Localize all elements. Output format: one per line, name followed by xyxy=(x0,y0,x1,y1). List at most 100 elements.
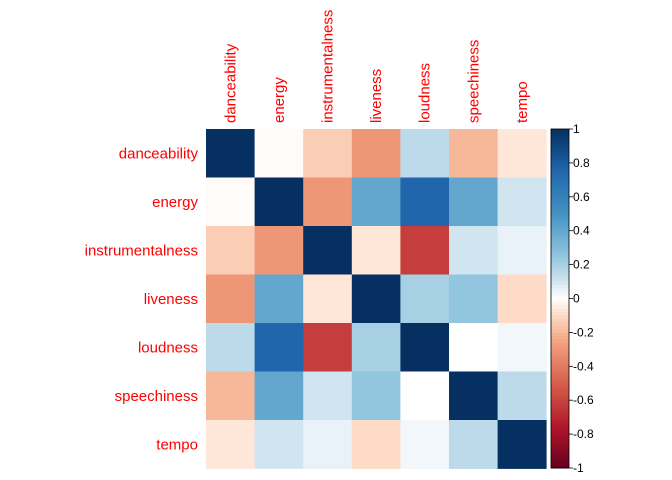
heatmap-cell-energy-danceability xyxy=(206,177,255,227)
heatmap-cell-instrumentalness-danceability xyxy=(206,226,255,275)
color-bar-segment xyxy=(551,274,569,279)
heatmap-cell-danceability-tempo xyxy=(497,129,547,178)
color-bar-segment xyxy=(551,264,569,269)
color-bar-segment xyxy=(551,434,569,438)
color-bar-segment xyxy=(551,322,569,327)
color-bar-segment xyxy=(551,166,569,171)
row-labels: danceability energy instrumentalness livene… xyxy=(85,145,199,453)
heatmap-cell-speechiness-danceability xyxy=(206,371,255,421)
color-bar-segment xyxy=(551,447,569,452)
color-bar-segment xyxy=(551,281,569,286)
color-bar-segment xyxy=(551,298,569,303)
color-bar-segment xyxy=(551,329,569,333)
color-bar-segment xyxy=(551,152,569,157)
heatmap-cell-tempo-instrumentalness xyxy=(303,420,353,469)
color-bar-segment xyxy=(551,406,569,411)
heatmap-cell-speechiness-energy xyxy=(254,371,304,421)
color-bar-segment xyxy=(551,278,569,283)
heatmap-cell-tempo-danceability xyxy=(206,420,255,469)
heatmap-cell-danceability-energy xyxy=(254,129,304,178)
heatmap-cell-tempo-tempo xyxy=(497,420,547,469)
color-bar-tick-label: 0.2 xyxy=(573,258,590,272)
heatmap-cell-energy-speechiness xyxy=(449,177,498,227)
heatmap-cell-danceability-liveness xyxy=(351,129,401,178)
color-bar-tick-label: -0.6 xyxy=(573,393,594,407)
color-bar-segment xyxy=(551,318,569,323)
heatmap-cell-tempo-liveness xyxy=(351,420,401,469)
color-bar-segment xyxy=(551,237,569,242)
color-bar-tick-label: -0.4 xyxy=(573,359,594,373)
color-bar-tick-label: -0.8 xyxy=(573,427,594,441)
color-bar-segment xyxy=(551,156,569,161)
color-bar-segment xyxy=(551,390,569,394)
heatmap-cells xyxy=(206,129,547,469)
color-bar-segment xyxy=(551,247,569,252)
color-bar-segment xyxy=(551,193,569,198)
heatmap-cell-speechiness-instrumentalness xyxy=(303,371,353,421)
color-bar-segment xyxy=(551,366,569,371)
color-bar-segment xyxy=(551,271,569,276)
color-bar-segment xyxy=(551,223,569,228)
color-bar-segment xyxy=(551,176,569,181)
color-bar-segment xyxy=(551,179,569,184)
column-label-danceability: danceability xyxy=(222,43,239,123)
heatmap-cell-instrumentalness-instrumentalness xyxy=(303,226,353,275)
color-bar-segment xyxy=(551,139,569,144)
heatmap-cell-energy-energy xyxy=(254,177,304,227)
color-bar-segment xyxy=(551,461,569,466)
color-bar-segment xyxy=(551,376,569,381)
heatmap-cell-instrumentalness-tempo xyxy=(497,226,547,275)
color-bar-segment xyxy=(551,342,569,347)
color-bar-segment xyxy=(551,196,569,201)
color-bar-segment xyxy=(551,217,569,222)
heatmap-cell-liveness-liveness xyxy=(351,274,401,324)
color-bar-segment xyxy=(551,149,569,154)
heatmap-cell-energy-liveness xyxy=(351,177,401,227)
color-bar-segment xyxy=(551,145,569,150)
color-bar-segment xyxy=(551,403,569,408)
color-bar-segment xyxy=(551,206,569,211)
color-bar-segment xyxy=(551,379,569,384)
color-bar-segment xyxy=(551,440,569,445)
color-bar-segment xyxy=(551,339,569,344)
color-bar-segment xyxy=(551,427,569,432)
color-bar-segment xyxy=(551,386,569,391)
color-bar-segment xyxy=(551,362,569,367)
color-bar-segment xyxy=(551,356,569,361)
color-bar-segment xyxy=(551,464,569,469)
color-bar-segment xyxy=(551,345,569,350)
color-bar-tick-label: -1 xyxy=(573,461,584,475)
color-bar-segment xyxy=(551,308,569,313)
color-bar-segment xyxy=(551,352,569,357)
color-bar-segment xyxy=(551,444,569,449)
color-bar-segment xyxy=(551,213,569,218)
color-bar-tick-label: 1 xyxy=(573,122,580,136)
color-bar-segment xyxy=(551,335,569,340)
color-bar-segment xyxy=(551,305,569,310)
heatmap-cell-instrumentalness-speechiness xyxy=(449,226,498,275)
column-label-instrumentalness: instrumentalness xyxy=(320,10,337,123)
color-bar-legend: -1 -0.8 -0.6 -0.4 -0.2 0 0.2 0.4 0.6 0.8 1 xyxy=(550,122,594,475)
color-bar-segment xyxy=(551,430,569,435)
column-label-liveness: liveness xyxy=(368,69,385,123)
heatmap-cell-loudness-tempo xyxy=(497,323,547,372)
heatmap-cell-liveness-speechiness xyxy=(449,274,498,324)
color-bar-segment xyxy=(551,162,569,167)
color-bar-segment xyxy=(551,261,569,266)
color-bar-segment xyxy=(551,227,569,232)
row-label-loudness: loudness xyxy=(138,339,198,356)
row-label-tempo: tempo xyxy=(156,436,198,453)
color-bar-segment xyxy=(551,251,569,255)
column-label-energy: energy xyxy=(271,77,288,123)
color-bar-segment xyxy=(551,240,569,245)
column-label-loudness: loudness xyxy=(417,63,434,123)
color-bar-segment xyxy=(551,267,569,272)
color-bar-segment xyxy=(551,396,569,401)
heatmap-cell-tempo-energy xyxy=(254,420,304,469)
heatmap-cell-loudness-loudness xyxy=(400,323,450,372)
color-bar-segment xyxy=(551,135,569,140)
heatmap-cell-tempo-loudness xyxy=(400,420,450,469)
color-bar-segment xyxy=(551,295,569,299)
row-label-liveness: liveness xyxy=(144,291,198,308)
heatmap-cell-instrumentalness-liveness xyxy=(351,226,401,275)
